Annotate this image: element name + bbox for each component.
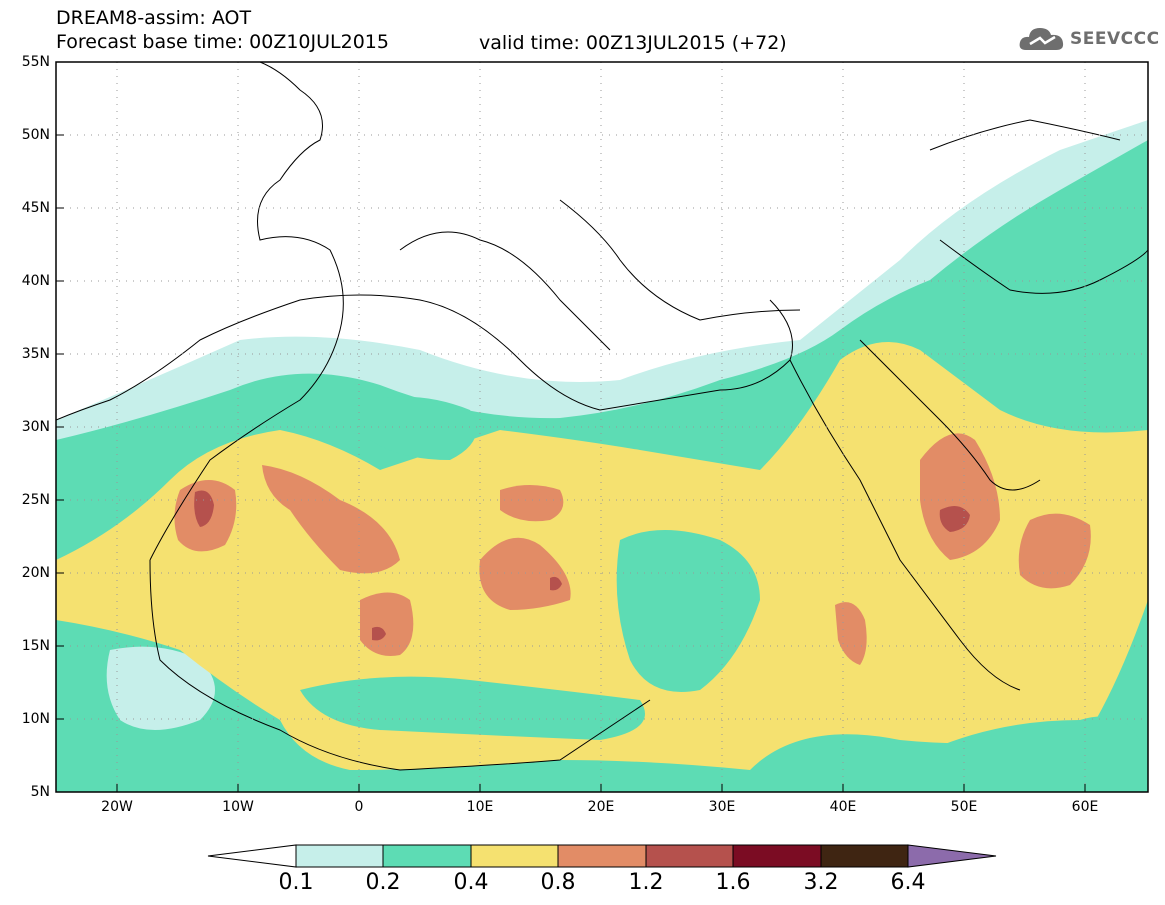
lat-label-40n: 40N xyxy=(21,273,50,289)
colorbar-swatch-6 xyxy=(732,844,822,868)
lon-label-20e: 20E xyxy=(587,799,615,815)
lat-label-50n: 50N xyxy=(21,127,50,143)
colorbar-label-1.6: 1.6 xyxy=(715,870,751,895)
aot-field xyxy=(56,62,1148,792)
lon-label-10e: 10E xyxy=(466,799,494,815)
aot-0.2-region-sudan xyxy=(616,530,760,692)
colorbar-label-3.2: 3.2 xyxy=(803,870,839,895)
lat-label-30n: 30N xyxy=(21,419,50,435)
aot-0.2-region-sahel xyxy=(300,676,645,740)
colorbar-swatch-below xyxy=(207,844,297,868)
lon-label-50e: 50E xyxy=(950,799,978,815)
colorbar-swatch-above xyxy=(907,844,997,868)
logo-label: SEEVCCC xyxy=(1070,29,1160,49)
colorbar-label-1.2: 1.2 xyxy=(628,870,664,895)
lon-label-40e: 40E xyxy=(829,799,857,815)
colorbar-swatch-7 xyxy=(820,844,909,868)
colorbar-swatch-3 xyxy=(470,844,559,868)
colorbar-label-6.4: 6.4 xyxy=(890,870,926,895)
lat-label-20n: 20N xyxy=(21,565,50,581)
lat-label-55n: 55N xyxy=(21,54,50,70)
aot-0.2-region-east-africa xyxy=(930,716,1148,792)
aot-1.2-region-chad xyxy=(550,576,562,591)
aot-0.8-region-niger xyxy=(360,592,414,656)
lat-label-35n: 35N xyxy=(21,346,50,362)
aot-0.1-region-west-africa xyxy=(106,646,215,730)
aot-0.8-region-chad xyxy=(479,537,571,610)
colorbar-swatch-5 xyxy=(645,844,734,868)
cloud-icon xyxy=(1019,28,1064,50)
lat-label-25n: 25N xyxy=(21,492,50,508)
aot-0.4-region xyxy=(56,342,1148,770)
aot-0.8-region-mali xyxy=(262,465,400,574)
colorbar-label-0.8: 0.8 xyxy=(540,870,576,895)
lon-label-60e: 60E xyxy=(1071,799,1099,815)
aot-0.8-region-libya-south xyxy=(500,485,564,522)
lon-label-20w: 20W xyxy=(101,799,133,815)
valid-time: valid time: 00Z13JUL2015 (+72) xyxy=(479,32,787,54)
aot-0.8-region-oman xyxy=(1018,513,1091,589)
aot-0.2-region-libya xyxy=(370,396,477,460)
colorbar-label-0.2: 0.2 xyxy=(365,870,401,895)
lat-label-10n: 10N xyxy=(21,711,50,727)
graticule xyxy=(56,62,1148,792)
forecast-base-time: Forecast base time: 00Z10JUL2015 xyxy=(56,31,389,53)
coastlines xyxy=(56,62,1148,771)
aot-1.2-region-arabia xyxy=(939,506,970,532)
lat-label-45n: 45N xyxy=(21,200,50,216)
map-title: DREAM8-assim: AOT xyxy=(56,7,252,29)
lon-label-0: 0 xyxy=(354,799,364,815)
colorbar-swatch-4 xyxy=(557,844,647,868)
lat-label-5n: 5N xyxy=(30,784,50,800)
colorbar-label-0.1: 0.1 xyxy=(278,870,314,895)
lon-label-10w: 10W xyxy=(222,799,254,815)
aot-1.2-region-mauritania xyxy=(194,490,214,527)
lon-label-30e: 30E xyxy=(708,799,736,815)
colorbar-label-0.4: 0.4 xyxy=(453,870,489,895)
colorbar-swatch-1 xyxy=(295,844,384,868)
colorbar-swatch-2 xyxy=(382,844,472,868)
aot-1.2-region-niger xyxy=(372,626,386,641)
tick-marks xyxy=(56,134,1086,792)
aot-0.8-region-eritrea xyxy=(835,602,867,665)
lat-label-15n: 15N xyxy=(21,638,50,654)
seevccc-logo: SEEVCCC xyxy=(1018,22,1160,56)
colorbar xyxy=(207,844,997,868)
